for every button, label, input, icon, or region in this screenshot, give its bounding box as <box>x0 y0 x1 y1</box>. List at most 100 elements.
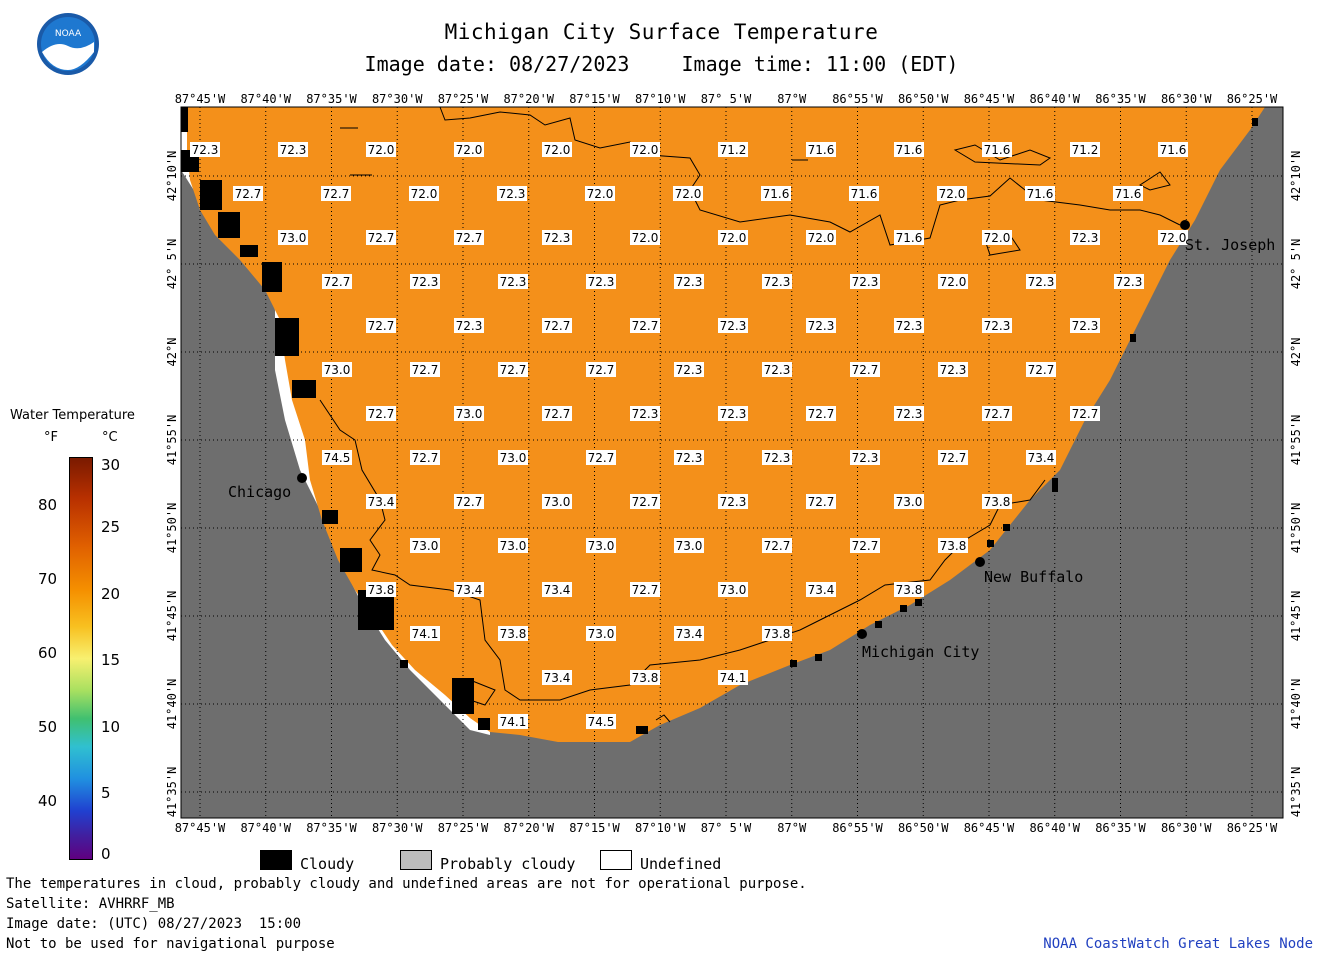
image-date: Image date: 08/27/2023 <box>364 52 630 76</box>
temperature-value: 72.7 <box>410 362 440 377</box>
longitude-label: 87°25'W <box>438 92 489 106</box>
svg-text:73.4: 73.4 <box>544 671 571 685</box>
temperature-value: 72.7 <box>542 318 572 333</box>
footer-utc-date: Image date: (UTC) 08/27/2023 15:00 <box>6 916 302 932</box>
temperature-value: 73.0 <box>410 538 440 553</box>
temperature-value: 74.1 <box>498 714 528 729</box>
cloudy-pixels <box>181 107 1258 734</box>
temperature-value: 73.4 <box>806 582 836 597</box>
temperature-value: 73.0 <box>498 450 528 465</box>
temperature-value: 72.3 <box>850 274 880 289</box>
svg-text:71.2: 71.2 <box>1072 143 1099 157</box>
svg-text:72.7: 72.7 <box>764 539 791 553</box>
temperature-value: 73.0 <box>674 538 704 553</box>
temperature-value: 73.8 <box>762 626 792 641</box>
city-dot-new-buffalo <box>975 557 985 567</box>
credit-link[interactable]: NOAA CoastWatch Great Lakes Node <box>1043 936 1313 952</box>
svg-text:72.3: 72.3 <box>1072 319 1099 333</box>
temperature-value: 72.3 <box>674 450 704 465</box>
temperature-value: 72.3 <box>762 450 792 465</box>
temperature-value: 74.5 <box>586 714 616 729</box>
image-date-time: Image date: 08/27/2023 Image time: 11:00… <box>0 52 1323 76</box>
temperature-value: 72.0 <box>982 230 1012 245</box>
f-tick: 80 <box>38 496 58 514</box>
svg-text:72.7: 72.7 <box>588 363 615 377</box>
longitude-label: 87°25'W <box>438 821 489 835</box>
temperature-value: 72.3 <box>718 318 748 333</box>
c-tick: 10 <box>101 718 121 736</box>
svg-text:72.7: 72.7 <box>808 407 835 421</box>
longitude-label: 87° 5'W <box>701 92 752 106</box>
svg-text:72.3: 72.3 <box>896 407 923 421</box>
svg-text:73.4: 73.4 <box>456 583 483 597</box>
longitude-label: 87°15'W <box>569 821 620 835</box>
cloudy-label: Cloudy <box>300 855 355 873</box>
svg-text:72.7: 72.7 <box>324 275 351 289</box>
temperature-value: 72.7 <box>366 406 396 421</box>
temperature-value: 73.8 <box>498 626 528 641</box>
temperature-value: 72.3 <box>1070 230 1100 245</box>
temperature-labels: 72.3 72.3 72.0 72.0 72.0 72.0 71.2 71.6 71.6 71.6… <box>190 142 1188 729</box>
temperature-value: 71.6 <box>1113 186 1143 201</box>
svg-text:72.3: 72.3 <box>764 451 791 465</box>
svg-text:72.7: 72.7 <box>368 231 395 245</box>
f-tick: 70 <box>38 570 58 588</box>
temperature-value: 72.7 <box>806 494 836 509</box>
city-label-michigan-city: Michigan City <box>862 643 979 661</box>
longitude-label: 86°55'W <box>832 821 883 835</box>
temperature-value: 72.7 <box>586 450 616 465</box>
temperature-value: 72.3 <box>982 318 1012 333</box>
svg-text:72.3: 72.3 <box>544 231 571 245</box>
svg-text:72.3: 72.3 <box>499 187 526 201</box>
longitude-label: 87°20'W <box>503 821 554 835</box>
longitude-label: 86°55'W <box>832 92 883 106</box>
latitude-label: 41°55'N <box>1289 415 1303 466</box>
temperature-value: 73.0 <box>454 406 484 421</box>
temperature-value: 72.7 <box>850 362 880 377</box>
temperature-value: 73.4 <box>454 582 484 597</box>
svg-text:72.3: 72.3 <box>280 143 307 157</box>
probably-cloudy-label: Probably cloudy <box>440 855 576 873</box>
temperature-value: 72.0 <box>542 142 572 157</box>
svg-text:72.3: 72.3 <box>852 275 879 289</box>
longitude-label: 86°25'W <box>1227 92 1278 106</box>
svg-text:73.0: 73.0 <box>324 363 351 377</box>
temperature-value: 72.3 <box>938 362 968 377</box>
latitude-label: 41°45'N <box>1289 591 1303 642</box>
temperature-value: 71.6 <box>894 230 924 245</box>
temperature-value: 72.3 <box>894 406 924 421</box>
svg-text:72.7: 72.7 <box>544 319 571 333</box>
longitude-label: 87°20'W <box>503 92 554 106</box>
latitude-label: 41°50'N <box>1289 503 1303 554</box>
temperature-value: 72.3 <box>674 362 704 377</box>
temperature-value: 73.8 <box>366 582 396 597</box>
temperature-value: 72.7 <box>982 406 1012 421</box>
svg-text:72.0: 72.0 <box>1160 231 1187 245</box>
svg-text:72.3: 72.3 <box>764 363 791 377</box>
noaa-logo: NOAA <box>36 12 100 76</box>
svg-text:72.3: 72.3 <box>764 275 791 289</box>
temperature-value: 72.3 <box>497 186 527 201</box>
temperature-value: 71.2 <box>718 142 748 157</box>
latitude-label: 41°35'N <box>165 767 179 818</box>
svg-text:73.0: 73.0 <box>896 495 923 509</box>
temperature-value: 73.0 <box>498 538 528 553</box>
temperature-value: 71.6 <box>894 142 924 157</box>
temperature-value: 72.0 <box>366 142 396 157</box>
temperature-value: 72.0 <box>937 186 967 201</box>
svg-text:72.3: 72.3 <box>984 319 1011 333</box>
longitude-labels-top: 87°45'W 87°40'W 87°35'W 87°30'W 87°25'W 87°20… <box>175 92 1278 106</box>
svg-text:71.6: 71.6 <box>763 187 790 201</box>
svg-text:72.0: 72.0 <box>940 275 967 289</box>
temperature-value: 71.6 <box>806 142 836 157</box>
temperature-value: 72.7 <box>1026 362 1056 377</box>
temperature-value: 72.3 <box>894 318 924 333</box>
svg-text:72.7: 72.7 <box>808 495 835 509</box>
undefined-label: Undefined <box>640 855 722 873</box>
temperature-value: 72.3 <box>498 274 528 289</box>
svg-text:74.1: 74.1 <box>500 715 527 729</box>
svg-text:72.3: 72.3 <box>1072 231 1099 245</box>
svg-text:72.0: 72.0 <box>675 187 702 201</box>
svg-text:72.3: 72.3 <box>676 363 703 377</box>
temperature-value: 71.6 <box>849 186 879 201</box>
